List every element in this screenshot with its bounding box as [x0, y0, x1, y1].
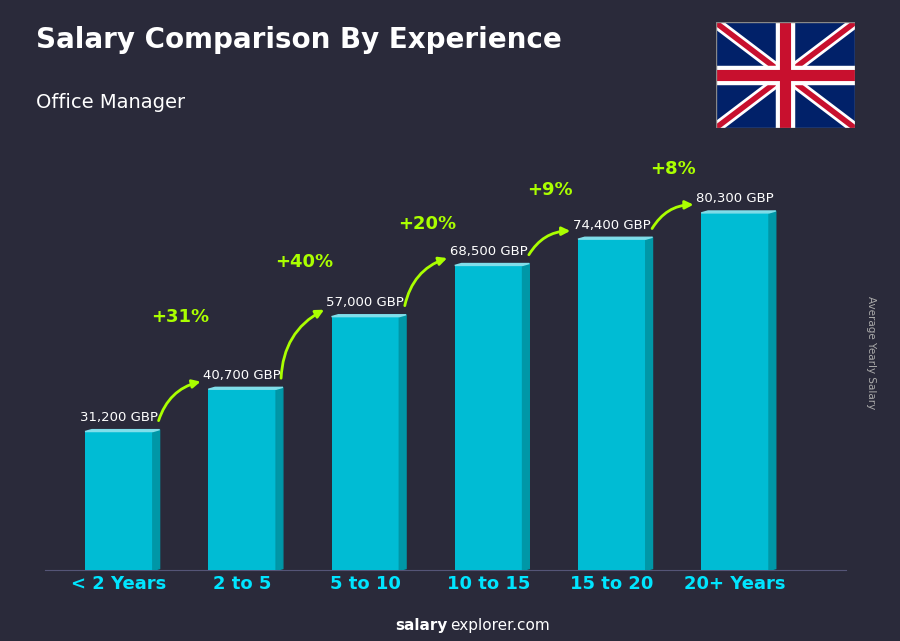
- Polygon shape: [701, 211, 776, 213]
- Text: +40%: +40%: [274, 253, 333, 271]
- Text: 74,400 GBP: 74,400 GBP: [573, 219, 651, 232]
- Bar: [331, 317, 400, 570]
- FancyArrowPatch shape: [652, 201, 690, 228]
- Text: 80,300 GBP: 80,300 GBP: [697, 192, 774, 206]
- Text: 31,200 GBP: 31,200 GBP: [80, 411, 158, 424]
- FancyArrowPatch shape: [158, 381, 198, 420]
- Text: +8%: +8%: [651, 160, 697, 178]
- Text: Average Yearly Salary: Average Yearly Salary: [866, 296, 877, 409]
- Text: 40,700 GBP: 40,700 GBP: [203, 369, 281, 382]
- Bar: [701, 213, 769, 570]
- Polygon shape: [400, 315, 406, 570]
- Bar: [578, 239, 646, 570]
- Text: explorer.com: explorer.com: [450, 619, 550, 633]
- Bar: [454, 265, 523, 570]
- Text: 68,500 GBP: 68,500 GBP: [450, 245, 527, 258]
- Polygon shape: [646, 237, 652, 570]
- Text: salary: salary: [395, 619, 447, 633]
- Text: 57,000 GBP: 57,000 GBP: [327, 296, 404, 309]
- Text: Salary Comparison By Experience: Salary Comparison By Experience: [36, 26, 562, 54]
- Polygon shape: [85, 429, 159, 431]
- Text: +9%: +9%: [527, 181, 573, 199]
- Text: +20%: +20%: [398, 215, 456, 233]
- Polygon shape: [208, 387, 283, 389]
- Bar: [208, 389, 276, 570]
- FancyArrowPatch shape: [529, 228, 567, 254]
- Polygon shape: [276, 387, 283, 570]
- Polygon shape: [523, 263, 529, 570]
- Polygon shape: [454, 263, 529, 265]
- FancyArrowPatch shape: [405, 258, 445, 306]
- Text: Office Manager: Office Manager: [36, 93, 185, 112]
- Bar: [85, 431, 153, 570]
- Polygon shape: [769, 211, 776, 570]
- Text: +31%: +31%: [151, 308, 210, 326]
- Polygon shape: [153, 429, 159, 570]
- Polygon shape: [331, 315, 406, 317]
- FancyArrowPatch shape: [281, 311, 321, 378]
- Polygon shape: [578, 237, 652, 239]
